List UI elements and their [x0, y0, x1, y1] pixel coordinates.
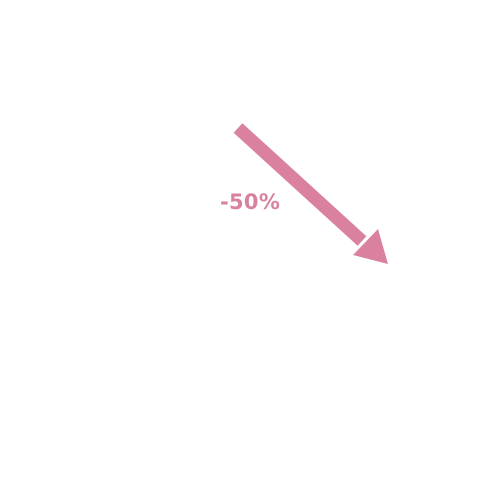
arrow-shaft [233, 123, 367, 246]
arrow-head-icon [353, 229, 388, 264]
percent-change-label: -50% [220, 190, 281, 214]
